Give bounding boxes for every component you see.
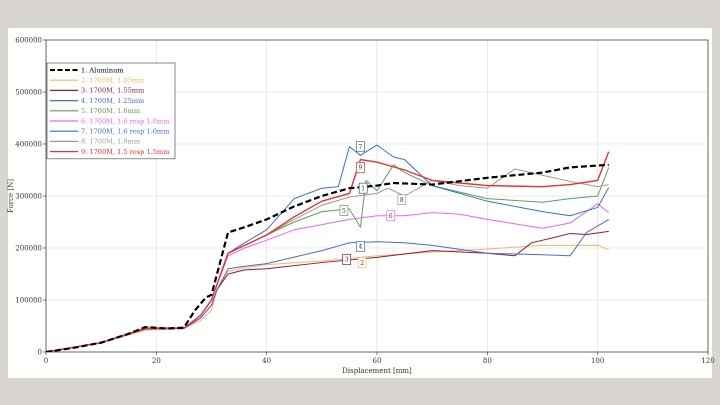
series-label-box (339, 205, 349, 216)
series-line-9 (46, 151, 610, 352)
series-label-box (386, 210, 396, 222)
series-label-marker-3: 3 (342, 254, 352, 265)
legend-item: 2. 1700M, 1.05mm (50, 77, 145, 85)
y-tick-label: 600000 (15, 37, 42, 45)
series-label-marker-4: 4 (356, 241, 365, 252)
series-label-box (356, 241, 365, 252)
legend-label: 9. 1700M, 1.5 resp 1.5mm (81, 148, 170, 156)
legend-label: 4. 1700M, 1.25mm (81, 97, 145, 105)
series-label-marker-8: 8 (397, 194, 407, 205)
x-tick-label: 120 (701, 357, 714, 365)
series-label-text: 8 (400, 197, 404, 204)
series-label-text: 3 (345, 257, 349, 264)
legend-label: 5. 1700M, 1.6mm (81, 107, 141, 115)
x-tick-label: 100 (591, 357, 604, 365)
legend-label: 6. 1700M, 1.6 resp 1.0mm (81, 117, 170, 125)
series-label-text: 9 (359, 165, 363, 172)
series-label-box (357, 257, 367, 268)
legend-item: 5. 1700M, 1.6mm (50, 107, 141, 115)
x-tick-label: 60 (373, 357, 382, 365)
series-label-marker-1: 1 (358, 182, 368, 194)
x-tick-label: 20 (152, 357, 161, 365)
legend-label: 7. 1700M, 1.6 resp 1.0mm (81, 128, 170, 136)
series-label-text: 4 (359, 244, 363, 251)
y-tick-label: 0 (38, 349, 42, 357)
legend-item: 4. 1700M, 1.25mm (50, 97, 145, 105)
series-label-text: 7 (359, 144, 363, 151)
legend-label: 8. 1700M, 1.9mm (81, 138, 141, 146)
series-label-box (342, 254, 352, 265)
series-label-marker-7: 7 (356, 141, 365, 152)
x-tick-label: 0 (44, 357, 48, 365)
series-label-text: 1 (361, 185, 365, 192)
legend-item: 9. 1700M, 1.5 resp 1.5mm (50, 148, 170, 156)
legend-item: 3. 1700M, 1.55mm (50, 87, 145, 95)
series-label-marker-6: 6 (386, 210, 396, 222)
series-label-marker-9: 9 (356, 162, 365, 173)
y-tick-label: 200000 (15, 245, 42, 253)
series-group (46, 144, 610, 352)
legend-label: 2. 1700M, 1.05mm (81, 77, 145, 85)
series-label-text: 5 (342, 208, 346, 215)
legend-label: 3. 1700M, 1.55mm (81, 87, 145, 95)
series-label-text: 2 (360, 260, 364, 267)
series-label-box (397, 194, 407, 205)
legend: 1. Aluminum 2. 1700M, 1.05mm 3. 1700M, 1.5… (46, 62, 176, 160)
series-label-box (358, 182, 368, 194)
y-tick-label: 100000 (15, 297, 42, 305)
x-tick-label: 80 (483, 357, 492, 365)
series-label-marker-2: 2 (357, 257, 367, 268)
y-tick-label: 400000 (15, 141, 42, 149)
series-label-box (356, 162, 365, 173)
legend-label: 1. Aluminum (81, 66, 124, 74)
legend-item: 7. 1700M, 1.6 resp 1.0mm (50, 128, 170, 136)
series-label-text: 6 (389, 213, 393, 220)
legend-item: 8. 1700M, 1.9mm (50, 138, 141, 146)
y-tick-label: 300000 (15, 193, 42, 201)
series-label-box (356, 141, 365, 152)
y-tick-label: 500000 (15, 89, 42, 97)
series-line-1 (46, 163, 609, 352)
series-label-marker-5: 5 (339, 205, 349, 216)
legend-item: 1. Aluminum (50, 66, 124, 74)
x-axis-title: Displacement [mm] (342, 367, 412, 375)
legend-item: 6. 1700M, 1.6 resp 1.0mm (50, 117, 170, 125)
y-axis-title: Force [N] (7, 179, 15, 213)
x-tick-label: 40 (262, 357, 271, 365)
